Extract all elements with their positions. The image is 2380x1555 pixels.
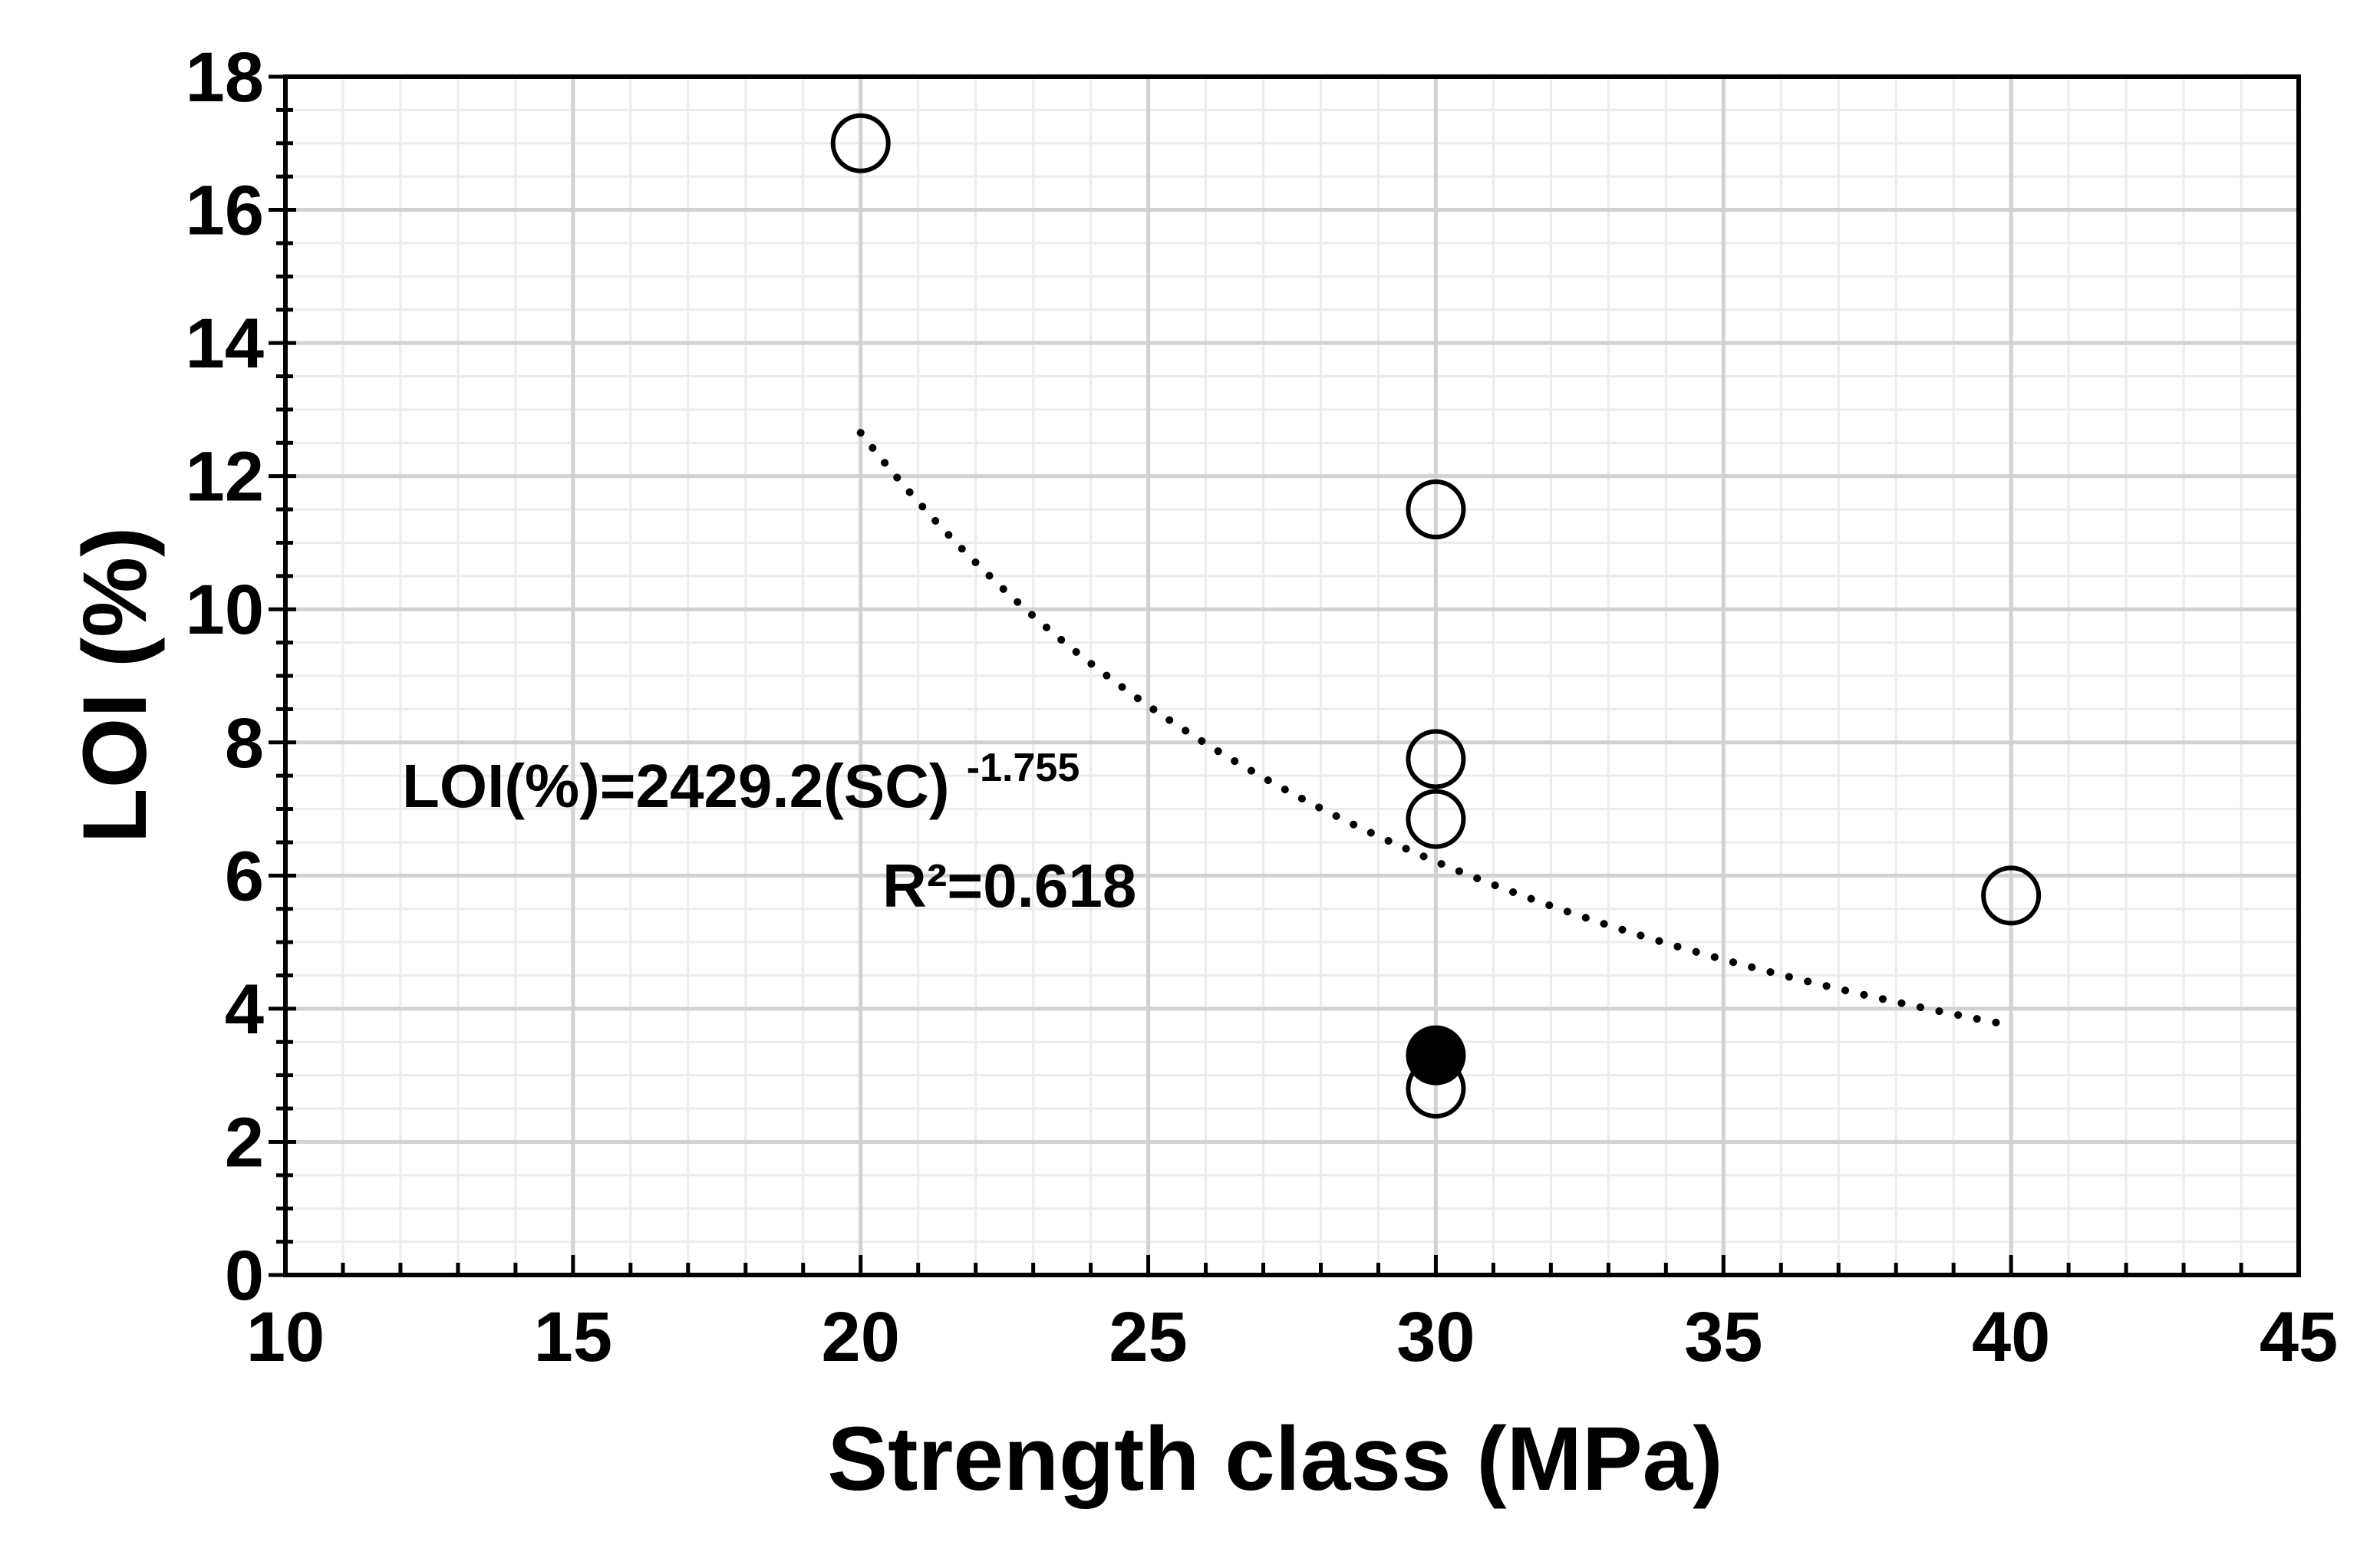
y-tick-labels: 0 2 4 6 8 10 12 14 16 18 [186,38,264,1315]
major-gridlines [285,77,2299,1275]
equation-annotation: LOI(%)=2429.2(SC) -1.755 [402,746,1080,820]
open-data-point [1981,865,2042,926]
minor-gridlines [285,77,2299,1275]
open-data-point [1406,479,1466,540]
axis-ticks [269,74,2301,1277]
y-tick-label: 8 [225,704,264,782]
x-tick-label: 45 [2260,1298,2338,1376]
x-tick-labels: 10 15 20 25 30 35 40 45 [246,1298,2338,1376]
x-tick-label: 25 [1109,1298,1187,1376]
y-tick-label: 0 [225,1237,264,1315]
r-squared-annotation: R²=0.618 [882,852,1136,920]
data-points [830,113,2042,1119]
equation-exponent: -1.755 [967,746,1080,790]
y-tick-label: 6 [225,837,264,915]
open-data-point [1406,729,1466,789]
filled-data-point [1406,1025,1466,1086]
open-data-point [1406,789,1466,849]
y-tick-label: 12 [186,438,264,516]
x-axis-label: Strength class (MPa) [827,1408,1722,1510]
open-data-point [830,113,891,173]
y-tick-label: 14 [186,305,264,383]
x-tick-label: 20 [822,1298,900,1376]
equation-base: LOI(%)=2429.2(SC) [402,752,950,820]
x-tick-label: 30 [1396,1298,1475,1376]
x-tick-label: 10 [246,1298,325,1376]
y-tick-label: 2 [225,1103,264,1181]
y-tick-label: 16 [186,172,264,250]
x-tick-label: 15 [534,1298,612,1376]
x-tick-label: 40 [1972,1298,2050,1376]
y-tick-label: 10 [186,571,264,649]
y-tick-label: 18 [186,38,264,117]
x-tick-label: 35 [1684,1298,1762,1376]
y-axis-label: LOI (%) [64,527,166,844]
y-tick-label: 4 [225,970,264,1049]
